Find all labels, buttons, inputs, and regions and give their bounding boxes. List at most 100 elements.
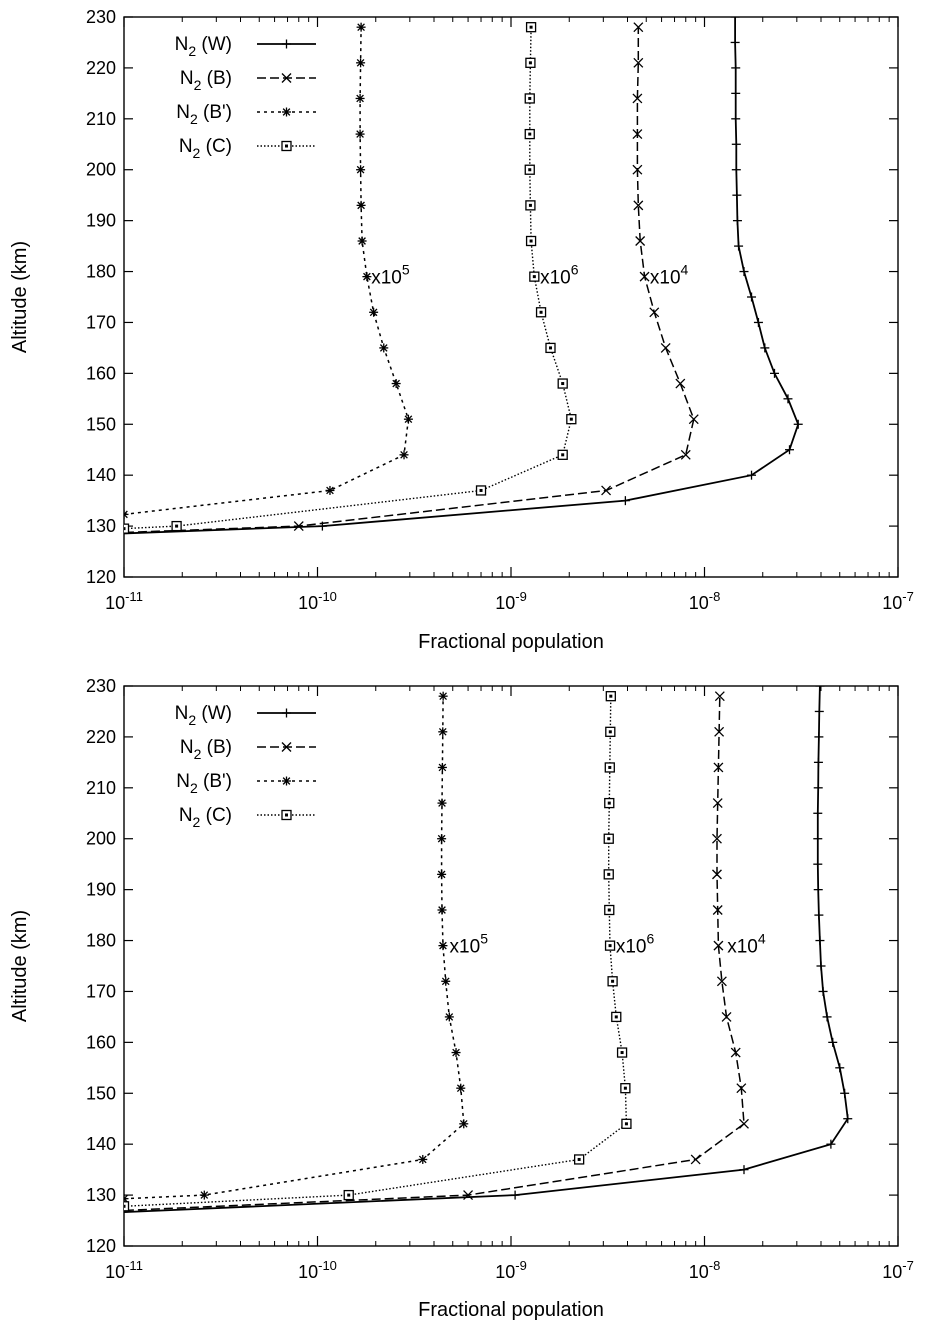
series-line-3 bbox=[124, 696, 465, 1200]
data-point bbox=[355, 93, 365, 103]
data-point bbox=[632, 164, 643, 175]
data-point bbox=[747, 292, 757, 302]
data-point bbox=[535, 307, 547, 318]
data-point bbox=[760, 343, 770, 353]
x-tick-label: 10-10 bbox=[298, 589, 337, 613]
data-point bbox=[171, 520, 182, 532]
y-tick-label: 170 bbox=[86, 312, 116, 332]
data-point bbox=[649, 307, 660, 318]
y-tick-label: 140 bbox=[86, 1134, 116, 1154]
data-point bbox=[675, 378, 686, 389]
data-point bbox=[731, 139, 741, 149]
y-tick-label: 220 bbox=[86, 58, 116, 78]
data-point bbox=[616, 1047, 628, 1058]
data-point bbox=[604, 940, 616, 951]
data-point bbox=[621, 1118, 632, 1129]
data-point bbox=[680, 449, 691, 460]
y-tick-label: 150 bbox=[86, 414, 116, 434]
series-markers-2 bbox=[463, 691, 749, 1201]
data-point bbox=[712, 905, 723, 915]
series-line-4 bbox=[124, 27, 573, 530]
series-group bbox=[124, 686, 853, 1214]
data-point bbox=[437, 905, 447, 915]
data-point bbox=[818, 986, 828, 996]
x-tick-label: 10-9 bbox=[495, 1258, 527, 1282]
data-point bbox=[635, 236, 646, 246]
series-markers-3 bbox=[124, 22, 413, 519]
data-point bbox=[529, 271, 540, 282]
x-tick-label: 10-7 bbox=[882, 1258, 914, 1282]
data-point bbox=[732, 216, 742, 226]
data-point bbox=[391, 379, 401, 389]
data-point bbox=[475, 485, 487, 496]
data-point bbox=[603, 833, 614, 844]
data-point bbox=[712, 869, 722, 880]
data-point bbox=[712, 798, 723, 809]
legend-label: N2 (C) bbox=[179, 136, 232, 161]
data-point bbox=[418, 1154, 428, 1164]
legend-entry-1: N2 (W) bbox=[175, 703, 316, 728]
data-point bbox=[731, 114, 741, 124]
data-point bbox=[124, 509, 129, 519]
legend-sample-marker bbox=[281, 742, 292, 752]
data-point bbox=[356, 58, 366, 68]
data-point bbox=[524, 164, 535, 175]
data-point bbox=[611, 1011, 622, 1023]
data-point bbox=[369, 307, 379, 317]
data-point bbox=[437, 762, 447, 772]
scale-annotation-1: x105 bbox=[450, 931, 489, 958]
data-point bbox=[557, 449, 568, 460]
scale-annotation-3: x104 bbox=[727, 931, 766, 958]
data-point bbox=[510, 1190, 520, 1200]
series-group bbox=[124, 17, 803, 535]
legend-label: N2 (B') bbox=[176, 102, 232, 127]
y-tick-label: 200 bbox=[86, 829, 116, 849]
data-point bbox=[437, 798, 447, 808]
chart-panel-1: 120 130 140 150 160 170 180 190 200 210 220 230 10-1… bbox=[9, 7, 914, 653]
data-point bbox=[835, 1063, 845, 1073]
series-line-3 bbox=[124, 27, 410, 516]
x-tick-label: 10-8 bbox=[689, 1258, 721, 1282]
legend-entry-2: N2 (B) bbox=[180, 737, 316, 762]
data-point bbox=[438, 691, 448, 701]
data-point bbox=[732, 190, 742, 200]
data-point bbox=[731, 165, 741, 175]
data-point bbox=[721, 1011, 732, 1022]
data-point bbox=[444, 1012, 454, 1022]
data-point bbox=[437, 834, 447, 844]
data-point bbox=[438, 941, 448, 951]
y-tick-label: 150 bbox=[86, 1083, 116, 1103]
data-point bbox=[826, 1139, 836, 1149]
legend-entry-1: N2 (W) bbox=[175, 34, 316, 59]
data-point bbox=[793, 419, 803, 429]
x-axis-label: Fractional population bbox=[418, 1299, 604, 1321]
data-point bbox=[813, 783, 823, 793]
data-point bbox=[632, 129, 643, 140]
legend-label: N2 (B') bbox=[176, 771, 232, 796]
data-point bbox=[843, 1114, 853, 1124]
data-point bbox=[525, 57, 536, 68]
data-point bbox=[753, 317, 763, 327]
data-point bbox=[813, 808, 823, 818]
data-point bbox=[813, 834, 823, 844]
x-tick-label: 10-11 bbox=[105, 1258, 143, 1282]
legend-sample-marker bbox=[281, 73, 292, 83]
legend-label: N2 (W) bbox=[175, 703, 232, 728]
legend-label: N2 (C) bbox=[179, 805, 232, 830]
data-point bbox=[739, 1118, 749, 1129]
data-point bbox=[441, 976, 451, 986]
data-point bbox=[814, 910, 824, 920]
data-point bbox=[607, 976, 618, 987]
data-point bbox=[632, 93, 643, 104]
data-point bbox=[815, 686, 825, 691]
data-point bbox=[620, 496, 630, 506]
y-tick-label: 230 bbox=[86, 7, 116, 27]
y-tick-label: 220 bbox=[86, 727, 116, 747]
data-point bbox=[356, 22, 366, 32]
legend-sample-marker bbox=[282, 39, 291, 49]
y-tick-label: 200 bbox=[86, 160, 116, 180]
scale-annotation-2: x106 bbox=[540, 262, 579, 289]
data-point bbox=[459, 1119, 469, 1129]
y-tick-label: 160 bbox=[86, 363, 116, 383]
data-point bbox=[639, 271, 650, 282]
